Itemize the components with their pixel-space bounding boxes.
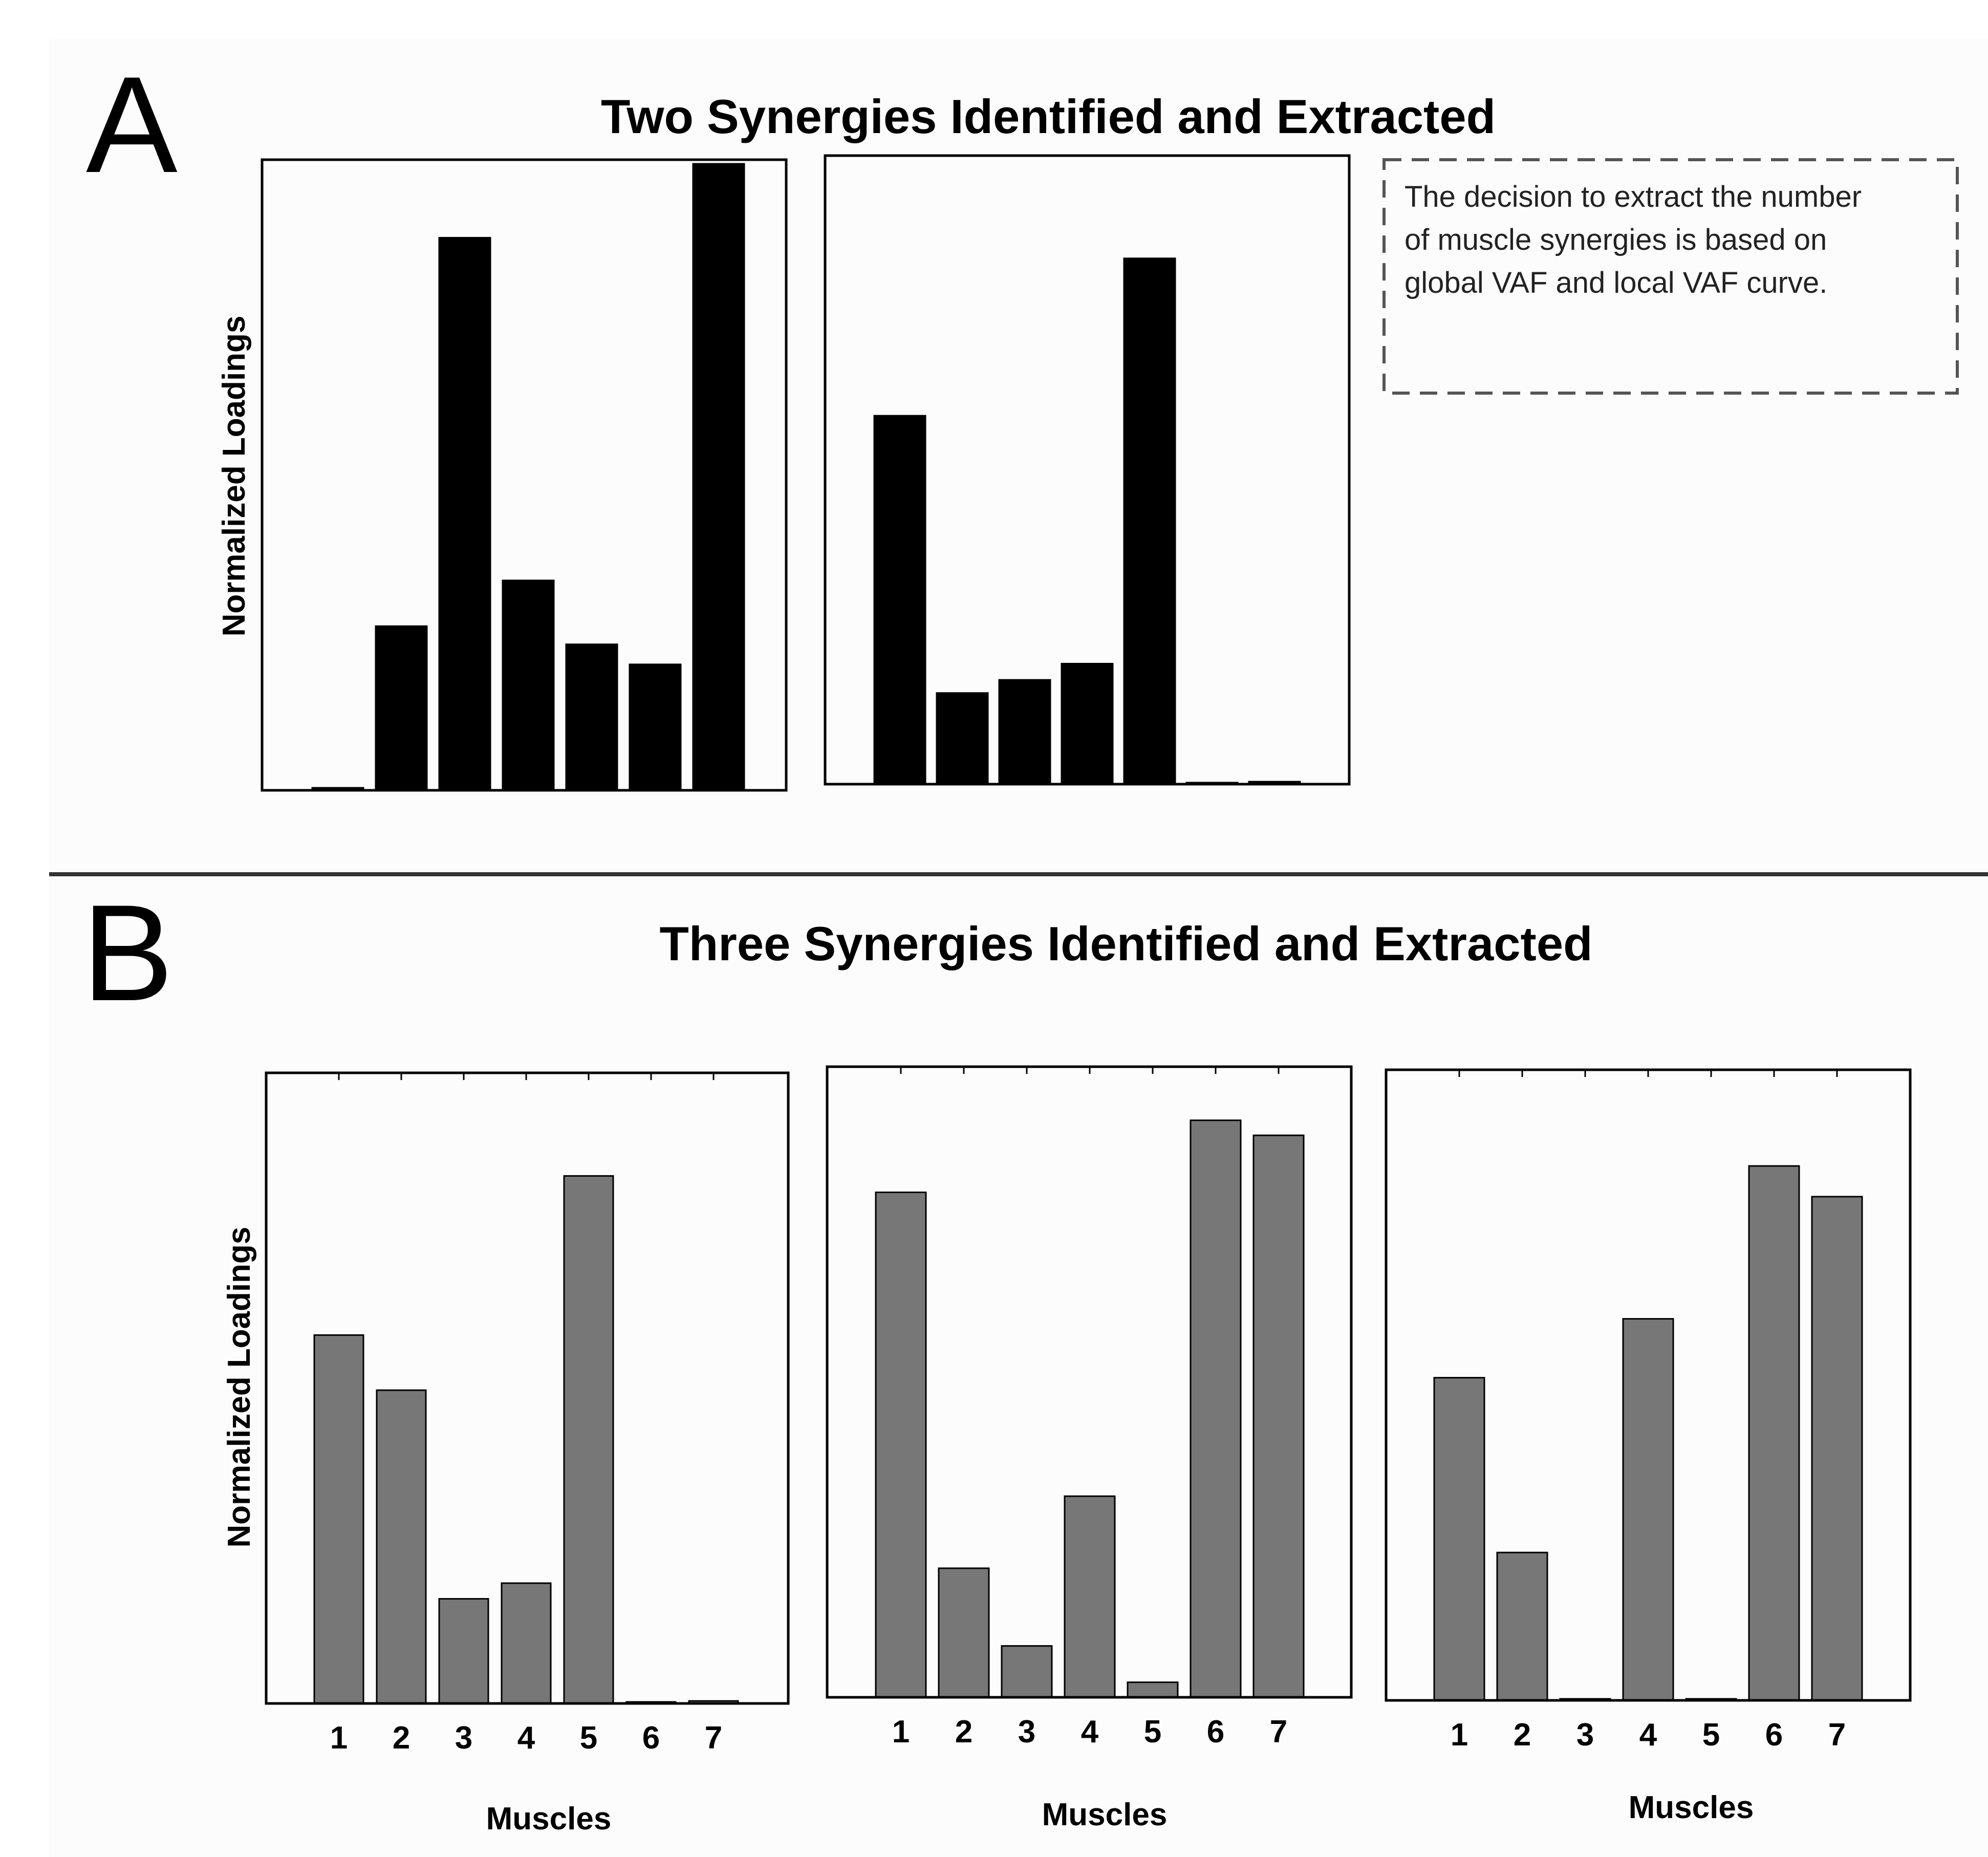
chart-b3-tick-label-7: 7 [1828,1717,1846,1753]
chart-b3-bar-4 [1622,1318,1674,1701]
chart-b3-tick-label-5: 5 [1702,1717,1720,1753]
chart-b3-bar-1 [1433,1377,1485,1701]
chart-b2-tick-label-1: 1 [892,1714,910,1750]
chart-a2-bar-3 [998,679,1051,785]
chart-a1-bar-2 [375,625,428,791]
chart-a1-bar-6 [629,663,682,791]
chart-a1-ylabel: Normalized Loadings [217,316,252,637]
chart-b3-tick-label-1: 1 [1451,1717,1468,1753]
chart-b2-bar-1 [875,1191,927,1698]
chart-b1-bar-3 [438,1598,489,1704]
chart-b1-bar-2 [376,1389,427,1704]
chart-b1-tick-label-5: 5 [580,1720,597,1756]
chart-b3-bar-6 [1748,1165,1800,1701]
chart-b2: 1 2 3 4 5 6 7 Muscles [826,1065,1353,1832]
chart-a2-frame [824,154,1351,786]
chart-b2-ticks: 1 2 3 4 5 6 7 [892,1067,1287,1750]
chart-b1-bar-5 [563,1175,614,1704]
panel-a: A Two Synergies Identified and Extracted… [86,48,1959,395]
chart-b2-bar-3 [1001,1645,1053,1698]
chart-b2-bar-5 [1127,1681,1179,1698]
panel-b: B Three Synergies Identified and Extract… [82,876,1593,1029]
chart-b2-xlabel: Muscles [1042,1797,1168,1832]
chart-a1-bar-7 [692,163,745,791]
chart-b1-ticks: 1 2 3 4 5 6 7 [330,1073,722,1756]
chart-b2-bar-7 [1252,1134,1305,1698]
chart-b3-ticks: 1 2 3 4 5 6 7 [1451,1070,1846,1753]
chart-a1-bar-4 [502,579,555,791]
panel-a-title: Two Synergies Identified and Extracted [601,90,1496,143]
chart-a2-bar-5 [1123,257,1176,785]
chart-b3: 1 2 3 4 5 6 7 Muscles [1385,1068,1912,1825]
chart-b3-tick-label-6: 6 [1765,1717,1783,1753]
chart-b1-bar-4 [501,1582,552,1704]
chart-b1-ylabel: Normalized Loadings [222,1227,257,1548]
chart-b2-tick-label-3: 3 [1018,1714,1035,1750]
chart-b2-tick-label-5: 5 [1144,1714,1161,1750]
chart-b1: Normalized Loadings 1 2 3 4 5 6 7 Muscles [222,1071,790,1837]
chart-b3-xlabel: Muscles [1629,1790,1754,1825]
chart-a1: Normalized Loadings [217,158,788,792]
chart-b1-tick-label-3: 3 [455,1720,472,1756]
chart-a2-bar-1 [873,415,926,785]
chart-b2-tick-label-4: 4 [1081,1714,1099,1750]
chart-b3-bars [1433,1165,1863,1701]
chart-b2-bar-4 [1064,1495,1116,1698]
chart-b3-tick-label-3: 3 [1576,1717,1594,1753]
chart-b1-tick-label-6: 6 [642,1720,660,1756]
chart-b1-bar-1 [313,1334,364,1704]
note-line-1: The decision to extract the number [1404,180,1862,213]
chart-b3-tick-label-2: 2 [1514,1717,1531,1753]
chart-b1-frame [265,1071,790,1705]
chart-b3-frame [1385,1068,1912,1702]
chart-a1-bar-3 [438,236,491,791]
chart-b2-bar-2 [938,1567,990,1698]
chart-b3-bar-7 [1811,1196,1863,1701]
chart-b2-tick-label-6: 6 [1207,1714,1224,1750]
chart-a2-bar-4 [1061,663,1114,785]
chart-b1-xlabel: Muscles [486,1801,612,1837]
panel-a-letter: A [86,48,178,201]
chart-a1-bars [311,163,745,791]
chart-a1-frame [261,158,788,792]
chart-b3-bar-2 [1496,1551,1548,1701]
panel-b-letter: B [82,876,174,1029]
chart-b1-tick-label-4: 4 [517,1720,535,1756]
chart-b2-bar-6 [1190,1119,1242,1698]
note-line-2: of muscle synergies is based on [1404,223,1827,256]
chart-a1-bar-5 [565,643,618,791]
chart-b2-tick-label-2: 2 [955,1714,973,1750]
chart-b1-tick-label-7: 7 [705,1720,722,1756]
note-box [1382,158,1959,395]
chart-a2-bar-2 [936,692,989,785]
chart-a2-bars [873,257,1301,785]
chart-b1-bars [313,1175,739,1704]
chart-a2 [824,154,1351,786]
chart-b3-tick-label-4: 4 [1639,1717,1657,1753]
chart-b2-tick-label-7: 7 [1270,1714,1287,1750]
chart-b2-frame [826,1065,1353,1699]
chart-b1-tick-label-1: 1 [330,1720,348,1756]
panel-b-title: Three Synergies Identified and Extracted [659,917,1592,970]
chart-b1-tick-label-2: 2 [393,1720,410,1756]
note-line-3: global VAF and local VAF curve. [1404,266,1827,299]
